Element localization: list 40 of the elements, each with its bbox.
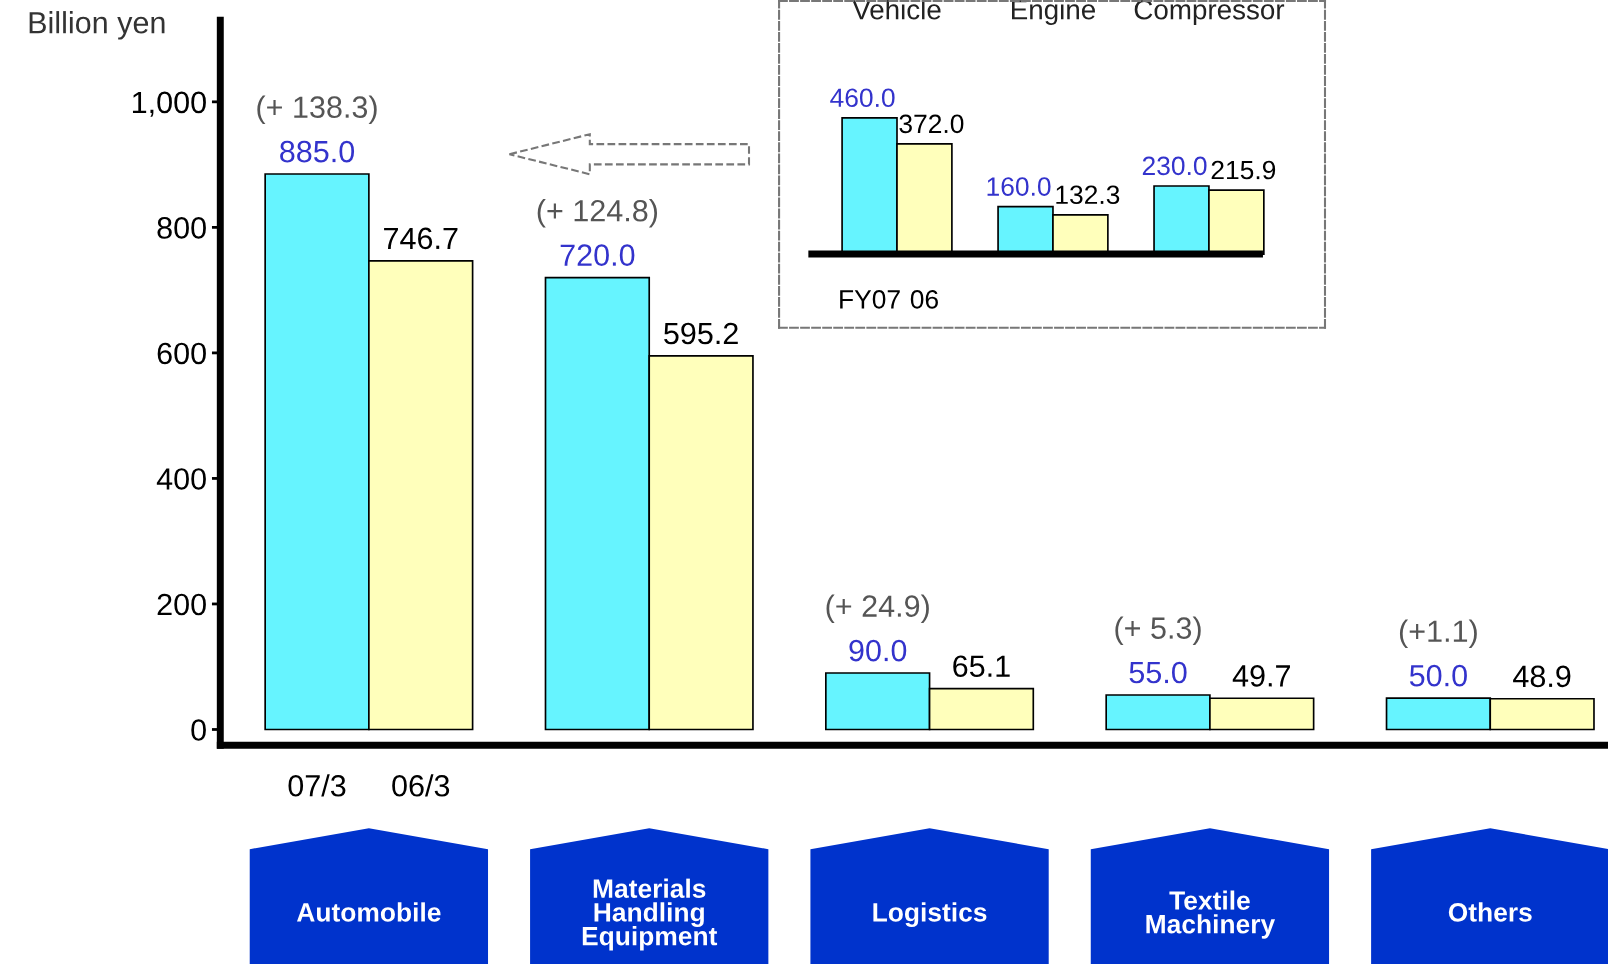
data-label: 215.9 — [1211, 160, 1276, 180]
data-label: 460.0 — [830, 88, 895, 108]
annotation: (+ 138.3) — [257, 95, 377, 124]
data-label: 885.0 — [280, 140, 355, 163]
x-tick-label: Vehicle — [852, 0, 941, 20]
x-tick-label: Logistics — [873, 902, 987, 927]
y-axis-title: Billion yen — [29, 11, 165, 40]
data-label: 595.2 — [664, 322, 738, 345]
data-label: 720.0 — [560, 244, 635, 266]
y-tick-label: 200 — [157, 593, 206, 616]
data-label: 90.0 — [849, 639, 907, 662]
data-label: 50.0 — [1409, 664, 1467, 687]
annotation: (+ 124.8) — [537, 199, 658, 228]
x-tick-label: Automobile — [296, 902, 441, 922]
x-tick-label: Others — [1448, 902, 1532, 922]
data-label: 48.9 — [1513, 665, 1571, 688]
series-label: 06 — [910, 290, 938, 309]
y-tick-label: 0 — [191, 719, 206, 741]
data-label: 160.0 — [987, 177, 1051, 196]
data-label: 65.1 — [953, 655, 1010, 678]
series-label: 06/3 — [392, 774, 450, 797]
y-tick-label: 1,000 — [132, 91, 206, 117]
x-tick-label: Engine — [1012, 0, 1095, 26]
annotation: (+1.1) — [1399, 619, 1477, 649]
annotation: (+ 24.9) — [826, 594, 929, 623]
data-label: 230.0 — [1142, 156, 1207, 176]
y-tick-label: 800 — [157, 217, 206, 239]
series-label: 07/3 — [288, 774, 346, 797]
x-tick-label: Compressor — [1134, 0, 1285, 26]
data-label: 372.0 — [899, 114, 964, 134]
y-tick-label: 600 — [157, 342, 206, 365]
data-label: 746.7 — [384, 227, 458, 250]
x-tick-label: Textile Machinery — [1146, 890, 1276, 939]
data-label: 49.7 — [1232, 665, 1290, 687]
series-label: FY07 — [840, 290, 900, 309]
x-tick-label: Materials Handling Equipment — [582, 878, 718, 951]
data-label: 132.3 — [1056, 185, 1120, 205]
y-tick-label: 400 — [156, 468, 206, 490]
data-label: 55.0 — [1129, 661, 1187, 684]
annotation: (+ 5.3) — [1115, 616, 1201, 645]
